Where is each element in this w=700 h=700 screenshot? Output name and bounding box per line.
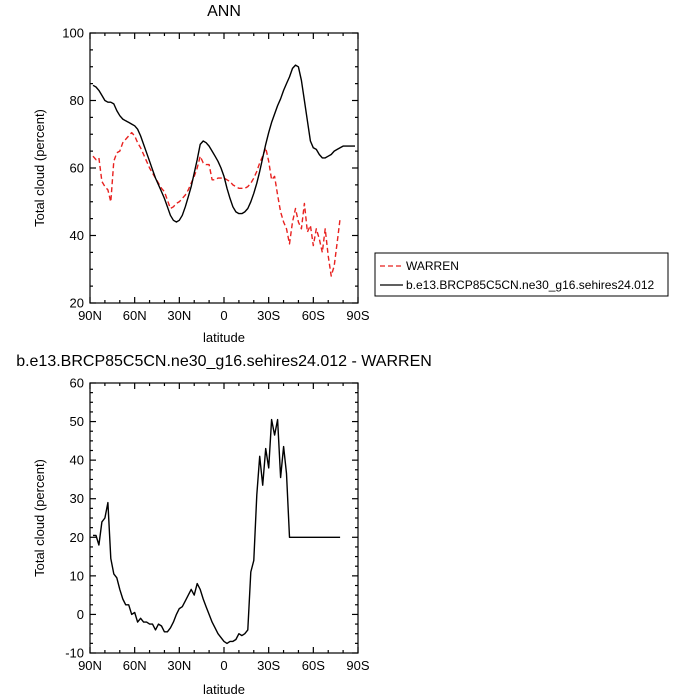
y-tick-label: 20 (70, 530, 84, 545)
y-tick-label: 60 (70, 161, 84, 176)
legend-box (374, 252, 669, 297)
bottom-chart: b.e13.BRCP85C5CN.ne30_g16.sehires24.012 … (16, 353, 432, 697)
x-tick-label: 0 (220, 308, 227, 323)
top-plot-frame (89, 32, 359, 304)
legend-label-warren: WARREN (406, 259, 459, 273)
top-chart-title: ANN (207, 3, 241, 20)
top-y-axis-label: Total cloud (percent) (32, 109, 47, 227)
top-chart: ANN 90N 60N 30N 0 30S 60S 90S 20 40 60 80 100 lati… (32, 3, 370, 345)
x-tick-label: 60S (302, 658, 325, 673)
y-tick-label: 60 (70, 376, 84, 391)
top-series-lines (92, 64, 355, 277)
x-tick-label: 30S (257, 308, 280, 323)
bottom-y-axis-label: Total cloud (percent) (32, 459, 47, 577)
x-tick-label: 60N (123, 308, 147, 323)
top-ticks (89, 32, 359, 304)
top-x-axis-label: latitude (203, 330, 245, 345)
legend: WARREN b.e13.BRCP85C5CN.ne30_g16.sehires… (374, 252, 669, 297)
series-line-0 (93, 418, 341, 645)
x-tick-label: 90N (78, 308, 102, 323)
y-tick-label: 80 (70, 93, 84, 108)
y-tick-label: 40 (70, 228, 84, 243)
bottom-chart-title: b.e13.BRCP85C5CN.ne30_g16.sehires24.012 … (16, 353, 432, 370)
bottom-plot-frame (89, 382, 359, 654)
x-tick-label: 90S (346, 308, 369, 323)
x-tick-label: 60S (302, 308, 325, 323)
bottom-x-axis-label: latitude (203, 682, 245, 697)
top-y-tick-labels: 20 40 60 80 100 (62, 26, 84, 311)
bottom-series-lines (93, 418, 341, 645)
x-tick-label: 60N (123, 658, 147, 673)
x-tick-label: 30S (257, 658, 280, 673)
x-tick-label: 0 (220, 658, 227, 673)
y-tick-label: 0 (77, 607, 84, 622)
bottom-x-tick-labels: 90N 60N 30N 0 30S 60S 90S (78, 658, 370, 673)
y-tick-label: 20 (70, 296, 84, 311)
x-tick-label: 30N (167, 308, 191, 323)
y-tick-label: -10 (65, 646, 84, 661)
legend-label-model: b.e13.BRCP85C5CN.ne30_g16.sehires24.012 (406, 278, 654, 292)
series-line-1 (92, 64, 355, 223)
y-tick-label: 30 (70, 491, 84, 506)
y-tick-label: 50 (70, 414, 84, 429)
x-tick-label: 30N (167, 658, 191, 673)
bottom-y-tick-labels: -10 0 10 20 30 40 50 60 (65, 376, 84, 661)
x-tick-label: 90N (78, 658, 102, 673)
series-line-0 (92, 131, 341, 277)
bottom-ticks (89, 382, 359, 654)
y-tick-label: 40 (70, 453, 84, 468)
top-x-tick-labels: 90N 60N 30N 0 30S 60S 90S (78, 308, 370, 323)
y-tick-label: 100 (62, 26, 84, 41)
y-tick-label: 10 (70, 568, 84, 583)
x-tick-label: 90S (346, 658, 369, 673)
